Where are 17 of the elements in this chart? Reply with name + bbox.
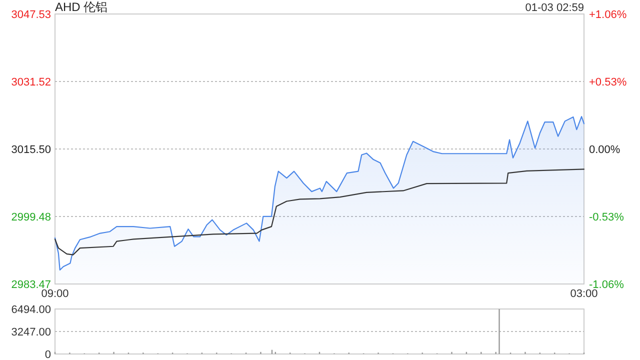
text: 01-03 02:59 [525, 2, 584, 14]
x-tick-label: 03:00 [570, 288, 598, 300]
y-tick-label: 6494.00 [11, 304, 51, 316]
y2-tick-label: 0.00% [589, 144, 620, 156]
y-tick-label: 3031.52 [11, 76, 51, 88]
x-tick-label: 09:00 [41, 288, 69, 300]
y-tick-label: 0 [44, 349, 51, 360]
y-tick-label: 2999.48 [11, 212, 51, 224]
y-tick-label: 3247.00 [11, 326, 51, 338]
y-tick-label: 2983.47 [11, 279, 51, 291]
y2-tick-label: +1.06% [589, 9, 627, 21]
y2-tick-label: -0.53% [589, 212, 624, 224]
y2-tick-label: +0.53% [589, 76, 627, 88]
y2-tick-label: -1.06% [589, 279, 624, 291]
y-tick-label: 3015.50 [11, 144, 51, 156]
y-tick-label: 3047.53 [11, 9, 51, 21]
chart-title: AHD 伦铝 [55, 0, 108, 14]
